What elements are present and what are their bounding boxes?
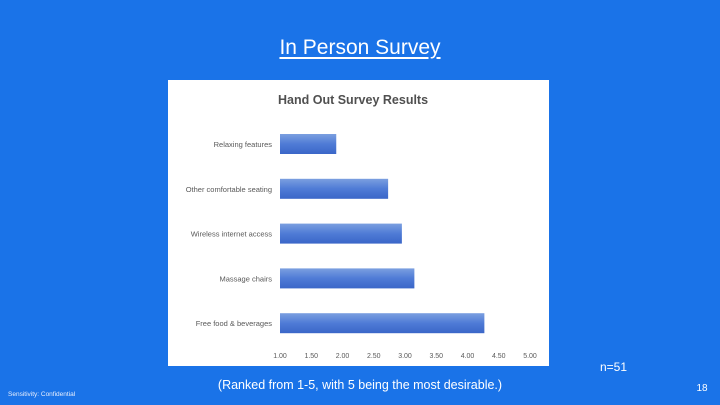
x-tick-label-1: 1.50 bbox=[304, 353, 318, 360]
slide-title: In Person Survey bbox=[279, 36, 441, 59]
x-tick-label-0: 1.00 bbox=[273, 353, 287, 360]
x-tick-label-7: 4.50 bbox=[492, 353, 506, 360]
page-number: 18 bbox=[696, 383, 708, 394]
x-axis-tick-labels: 1.00 1.50 2.00 2.50 3.00 3.50 4.00 4.50 5.00 bbox=[273, 353, 537, 360]
bars bbox=[280, 134, 485, 334]
chart-title: Hand Out Survey Results bbox=[278, 93, 428, 107]
sensitivity-label: Sensitivity: Confidential bbox=[8, 391, 76, 398]
bar-chart: Hand Out Survey Results Relaxing feature… bbox=[186, 93, 537, 360]
category-label-3: Massage chairs bbox=[219, 274, 272, 283]
category-label-2: Wireless internet access bbox=[191, 230, 273, 239]
x-tick-label-3: 2.50 bbox=[367, 353, 381, 360]
x-tick-label-5: 3.50 bbox=[429, 353, 443, 360]
category-label-1: Other comfortable seating bbox=[186, 185, 272, 194]
bar-1 bbox=[280, 178, 389, 199]
sample-size: n=51 bbox=[600, 360, 628, 374]
category-labels: Relaxing features Other comfortable seati… bbox=[186, 140, 273, 328]
x-tick-label-6: 4.00 bbox=[461, 353, 475, 360]
x-tick-label-8: 5.00 bbox=[523, 353, 537, 360]
ranking-caption: (Ranked from 1-5, with 5 being the most … bbox=[217, 378, 503, 392]
x-tick-label-2: 2.00 bbox=[336, 353, 350, 360]
category-label-4: Free food & beverages bbox=[196, 319, 273, 328]
bar-3 bbox=[280, 268, 415, 289]
category-label-0: Relaxing features bbox=[214, 140, 273, 149]
x-tick-label-4: 3.00 bbox=[398, 353, 412, 360]
bar-4 bbox=[280, 313, 485, 334]
chart-panel: Hand Out Survey Results Relaxing feature… bbox=[168, 80, 549, 366]
bar-0 bbox=[280, 134, 337, 154]
bar-2 bbox=[280, 223, 402, 244]
